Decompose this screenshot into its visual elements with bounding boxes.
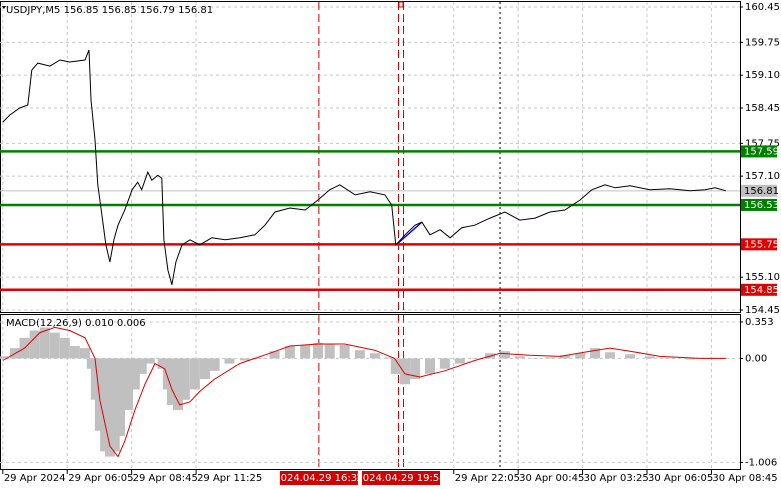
histogram-bar <box>144 358 155 364</box>
y-tick-label: 158.45 <box>745 103 780 114</box>
histogram-bar <box>384 357 395 359</box>
histogram-bar <box>209 358 220 371</box>
series-line <box>2 326 726 458</box>
y-tick-label: 159.75 <box>745 37 780 48</box>
histogram-bar <box>123 358 134 411</box>
vline-marker <box>398 1 404 8</box>
histogram-bar <box>254 358 265 359</box>
y-tick-label: 154.45 <box>745 305 780 316</box>
macd-panel <box>0 314 741 470</box>
y-tick-label: -1.006 <box>745 457 777 468</box>
histogram-bar <box>179 358 190 400</box>
y-tick-label: 155.10 <box>745 272 780 283</box>
price-label-box <box>741 198 777 211</box>
y-tick-label: 0.353 <box>745 317 774 328</box>
histogram-bar <box>400 358 411 385</box>
vline-label: 2024.04.29 16:30 <box>274 473 363 484</box>
histogram-bar <box>575 353 586 359</box>
histogram-bar <box>590 348 601 359</box>
price-label: 154.85 <box>744 285 779 296</box>
vline-label-box <box>362 471 441 485</box>
price-label-box <box>741 184 777 197</box>
panel-title: USDJPY,M5 156.85 156.85 156.79 156.81 <box>6 5 213 16</box>
x-tick-label: 30 Apr 06:05 <box>648 473 713 484</box>
histogram-bar <box>499 351 510 359</box>
y-tick-label: 159.10 <box>745 70 780 81</box>
x-tick-label: 30 Apr 00:45 <box>519 473 584 484</box>
histogram-bar <box>530 358 541 359</box>
vline-label-box <box>279 471 358 485</box>
histogram-bar <box>114 358 125 436</box>
histogram-bar <box>424 358 435 374</box>
histogram-bar <box>269 351 280 359</box>
histogram-bar <box>439 358 450 369</box>
histogram-bar <box>224 358 235 364</box>
y-tick-label: 157.10 <box>745 171 780 182</box>
price-label: 156.53 <box>744 200 779 211</box>
histogram-bar <box>300 344 311 359</box>
histogram-bar <box>239 358 250 361</box>
x-tick-label: 29 Apr 06:05 <box>68 473 133 484</box>
trend-line <box>395 221 423 246</box>
x-tick-label: 29 Apr 11:25 <box>197 473 262 484</box>
y-tick-label: 0.00 <box>745 353 767 364</box>
vline-label: 2024.04.29 19:54 <box>356 473 445 484</box>
histogram-bar <box>324 343 335 359</box>
x-tick-label: 29 Apr 22:05 <box>455 473 520 484</box>
series-line <box>2 49 727 285</box>
price-label: 156.81 <box>744 186 779 197</box>
price-label-box <box>741 145 777 158</box>
histogram-bar <box>69 346 80 359</box>
x-tick-label: 30 Apr 03:25 <box>584 473 649 484</box>
histogram-bar <box>199 358 210 380</box>
histogram-bar <box>59 337 70 359</box>
histogram-bar <box>354 350 365 359</box>
y-tick-label: 160.45 <box>745 2 780 13</box>
title-arrow <box>2 6 6 9</box>
histogram-bar <box>720 358 731 359</box>
histogram-bar <box>559 355 570 359</box>
price-label-box <box>741 238 777 251</box>
histogram-bar <box>39 327 50 359</box>
x-tick-label: 29 Apr 2024 <box>4 473 66 484</box>
price-label: 155.75 <box>744 239 779 250</box>
histogram-bar <box>136 358 147 374</box>
x-tick-label: 30 Apr 08:45 <box>712 473 777 484</box>
histogram-bar <box>189 358 200 390</box>
histogram-bar <box>390 358 401 374</box>
histogram-bar <box>454 358 465 364</box>
histogram-bar <box>644 356 655 359</box>
histogram-bar <box>157 358 168 369</box>
histogram-bar <box>284 346 295 359</box>
histogram-bar <box>339 344 350 359</box>
price-label: 157.59 <box>744 146 779 157</box>
histogram-bar <box>664 358 675 359</box>
histogram-bar <box>369 353 380 359</box>
price-label-box <box>741 283 777 296</box>
histogram-bar <box>469 358 480 359</box>
panel-title: MACD(12,26,9) 0.010 0.006 <box>6 318 146 329</box>
histogram-bar <box>109 358 120 452</box>
histogram-bar <box>129 358 140 390</box>
histogram-bar <box>166 358 177 405</box>
histogram-bar <box>544 357 555 359</box>
histogram-bar <box>685 358 696 360</box>
price-panel <box>0 1 741 313</box>
x-tick-label: 29 Apr 08:45 <box>133 473 198 484</box>
histogram-bar <box>94 358 105 431</box>
histogram-bar <box>29 330 40 359</box>
histogram-bar <box>0 356 8 359</box>
histogram-bar <box>79 348 90 359</box>
histogram-bar <box>604 352 615 359</box>
histogram-bar <box>410 358 421 380</box>
y-tick-label: 157.75 <box>745 138 780 149</box>
histogram-bar <box>313 342 324 359</box>
histogram-bar <box>49 332 60 359</box>
histogram-bar <box>172 358 183 411</box>
histogram-bar <box>625 354 636 359</box>
histogram-bar <box>514 356 525 359</box>
